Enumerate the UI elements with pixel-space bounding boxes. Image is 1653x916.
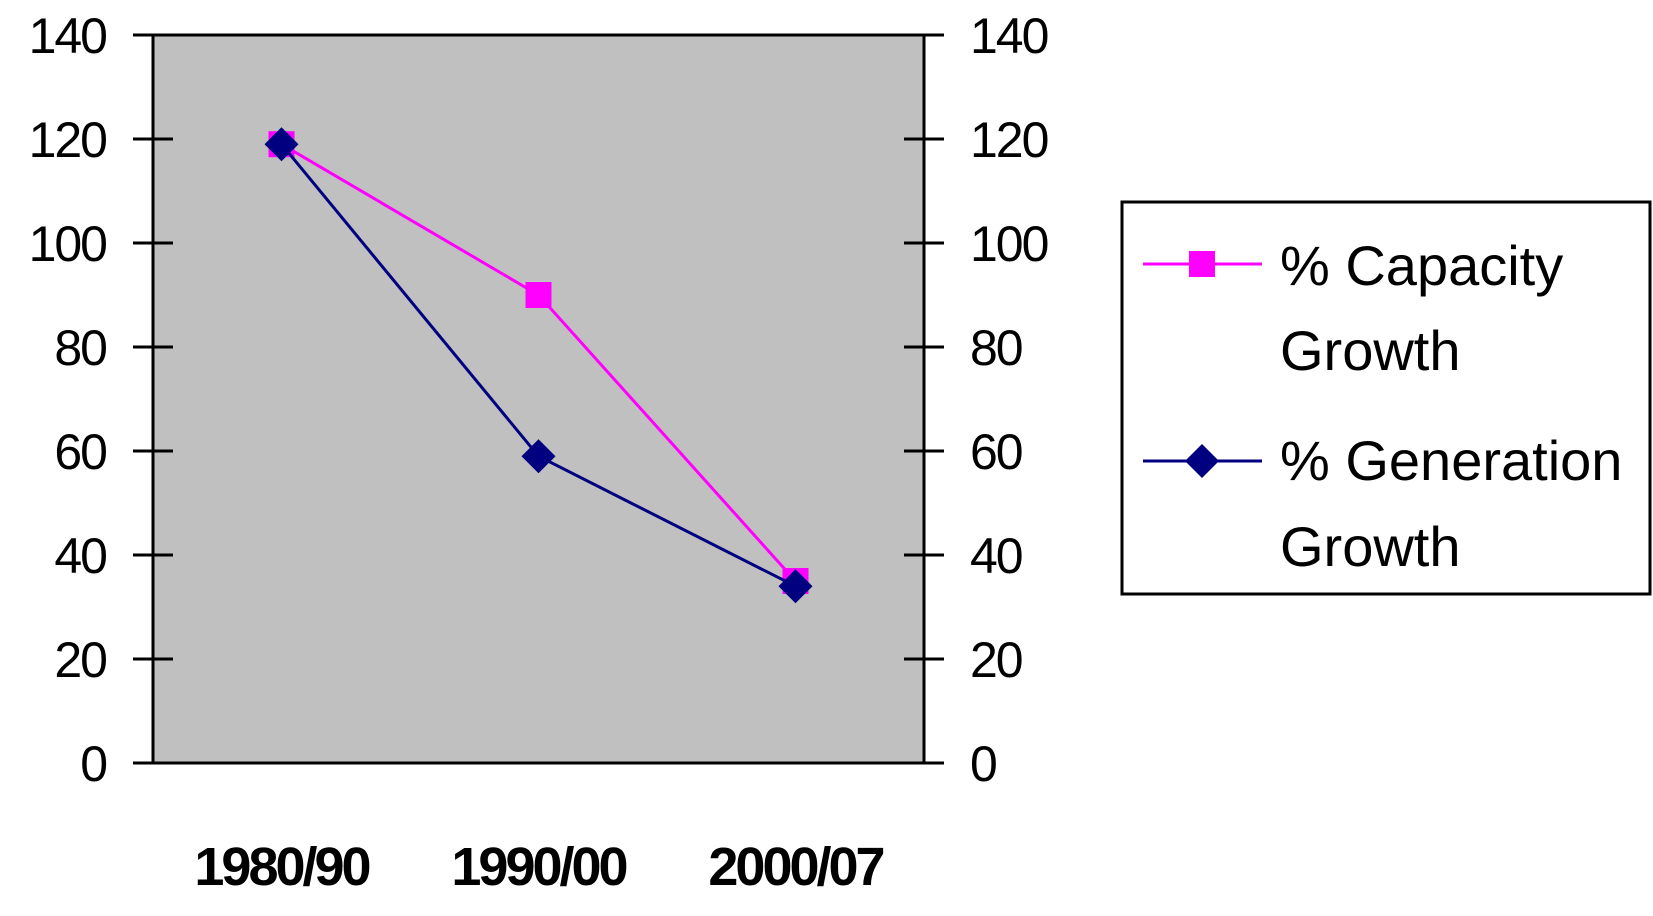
data-point-diamond xyxy=(264,127,299,162)
left-y-tick-label: 40 xyxy=(54,528,106,584)
left-y-tick-label: 60 xyxy=(54,424,106,480)
data-point-diamond xyxy=(521,439,556,474)
x-category-label: 2000/07 xyxy=(708,837,883,897)
legend-generation-marker xyxy=(1185,444,1219,478)
legend-capacity-label-line2: Growth xyxy=(1280,319,1461,382)
x-category-label: 1980/90 xyxy=(194,837,369,897)
svg-text:Growth: Growth xyxy=(1280,319,1461,382)
legend-generation-label-line2: Growth xyxy=(1280,515,1461,578)
x-category-label: 1990/00 xyxy=(451,837,626,897)
axes: 0 0 20 20 40 40 60 60 80 80 100 100 120 120 140 140 xyxy=(29,8,1050,792)
right-y-tick-label: 20 xyxy=(970,632,1022,688)
svg-text:Growth: Growth xyxy=(1280,515,1461,578)
legend-generation-label-line1: % Generation xyxy=(1280,429,1622,492)
left-y-tick-label: 140 xyxy=(29,8,107,64)
right-y-tick-label: 100 xyxy=(970,216,1048,272)
svg-text:% Capacity: % Capacity xyxy=(1280,234,1563,297)
right-y-tick-label: 140 xyxy=(970,8,1048,64)
left-y-tick-label: 80 xyxy=(54,320,106,376)
right-y-tick-label: 0 xyxy=(970,736,996,792)
data-point-diamond xyxy=(778,569,813,604)
right-y-tick-label: 60 xyxy=(970,424,1022,480)
data-point-square xyxy=(525,282,552,308)
legend-capacity-label-line1: % Capacity xyxy=(1280,234,1563,297)
legend: % Capacity Growth % Generation Growth xyxy=(1120,200,1652,596)
left-y-tick-label: 100 xyxy=(29,216,107,272)
left-y-tick-label: 20 xyxy=(54,632,106,688)
category-labels: 1980/90 1990/00 2000/07 xyxy=(194,837,886,897)
series-1 xyxy=(264,127,813,604)
series-layer xyxy=(264,127,813,604)
right-y-tick-label: 80 xyxy=(970,320,1022,376)
left-y-tick-label: 0 xyxy=(80,736,106,792)
left-y-tick-label: 120 xyxy=(29,112,107,168)
right-y-tick-label: 40 xyxy=(970,528,1022,584)
right-y-tick-label: 120 xyxy=(970,112,1048,168)
svg-text:% Generation: % Generation xyxy=(1280,429,1622,492)
legend-capacity-marker xyxy=(1189,251,1215,277)
